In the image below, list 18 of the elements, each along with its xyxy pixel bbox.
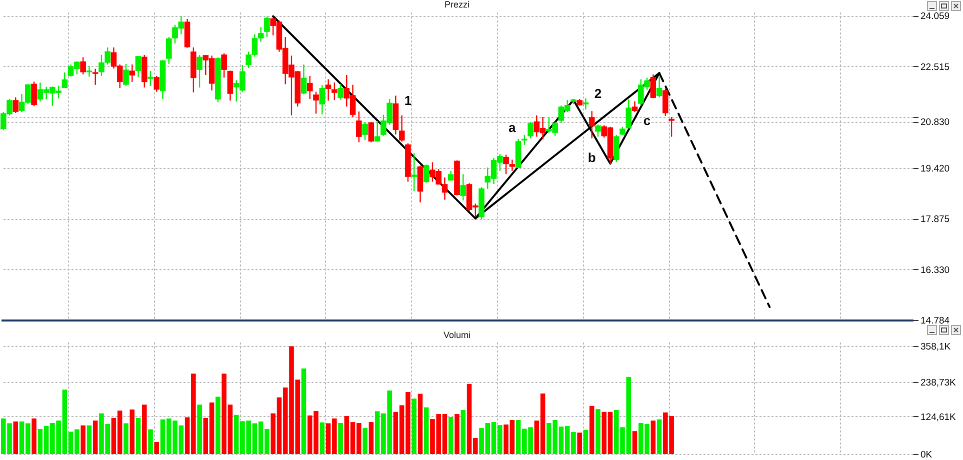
annotation: b bbox=[588, 150, 596, 165]
y-tick-label: 19.420 bbox=[920, 163, 950, 174]
y-tick-label: 22.515 bbox=[920, 62, 950, 73]
y-tick-label: 17.875 bbox=[920, 214, 950, 226]
y-tick-label: 238,73K bbox=[920, 378, 957, 389]
annotation: a bbox=[508, 120, 517, 135]
annotation: 2 bbox=[594, 86, 602, 101]
y-tick-label: 20.830 bbox=[920, 117, 950, 128]
y-tick-label: 24.059 bbox=[920, 11, 950, 22]
y-tick-label: 14.784 bbox=[920, 316, 950, 326]
annotation: c bbox=[643, 113, 651, 128]
y-tick-label: 358,1K bbox=[920, 342, 952, 353]
annotation: 1 bbox=[404, 93, 412, 108]
y-tick-label: 0K bbox=[920, 450, 933, 460]
y-tick-label: 124,61K bbox=[920, 412, 957, 423]
y-tick-label: 16.330 bbox=[920, 264, 950, 276]
chart-title: Volumi bbox=[443, 330, 471, 340]
chart-title: Prezzi bbox=[444, 0, 470, 10]
